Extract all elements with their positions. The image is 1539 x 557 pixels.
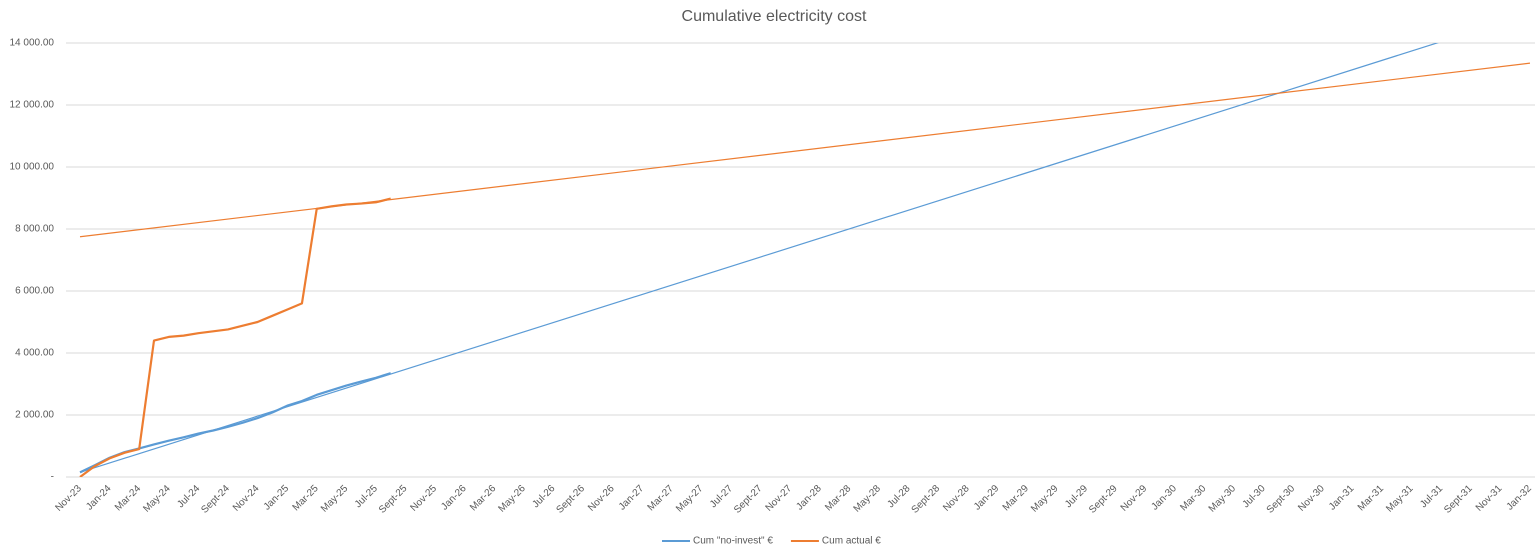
x-tick-label: Jul-26: [530, 483, 557, 510]
x-tick-label: Jul-25: [353, 483, 380, 510]
y-tick-label: 4 000.00: [15, 348, 54, 359]
y-tick-label: 10 000.00: [10, 162, 55, 173]
x-tick-label: Nov-31: [1474, 483, 1505, 514]
chart-title: Cumulative electricity cost: [682, 8, 868, 25]
x-tick-label: Jan-32: [1505, 483, 1535, 513]
x-tick-label: Sept-28: [910, 483, 943, 516]
x-tick-label: Nov-30: [1296, 483, 1327, 514]
x-tick-label: May-25: [319, 483, 351, 515]
x-tick-label: Nov-24: [231, 483, 262, 514]
x-tick-label: May-29: [1029, 483, 1061, 515]
x-tick-label: May-30: [1207, 483, 1239, 515]
x-tick-label: May-28: [852, 483, 884, 515]
x-tick-label: Jul-31: [1418, 483, 1445, 510]
x-tick-label: Sept-29: [1087, 483, 1120, 516]
x-tick-label: Jan-27: [617, 483, 647, 513]
x-tick-label: Sept-24: [199, 483, 232, 516]
x-tick-label: Jul-24: [175, 483, 202, 510]
x-tick-label: Mar-25: [291, 483, 321, 513]
x-tick-label: Sept-26: [555, 483, 588, 516]
y-tick-label: 14 000.00: [10, 38, 55, 49]
x-tick-label: Jan-24: [84, 483, 114, 513]
x-tick-label: Mar-31: [1356, 483, 1386, 513]
x-tick-label: Nov-27: [764, 483, 795, 514]
series-line: [79, 197, 391, 477]
x-tick-label: Mar-24: [113, 483, 143, 513]
y-tick-label: 6 000.00: [15, 286, 54, 297]
x-tick-label: Mar-27: [646, 483, 676, 513]
x-tick-label: Sept-31: [1442, 483, 1475, 516]
x-tick-label: Jul-29: [1063, 483, 1090, 510]
x-tick-label: Jan-28: [794, 483, 824, 513]
x-tick-label: May-31: [1384, 483, 1416, 515]
x-tick-label: Jan-31: [1327, 483, 1357, 513]
x-tick-label: Jan-30: [1149, 483, 1179, 513]
x-tick-label: Mar-26: [468, 483, 498, 513]
x-tick-label: May-27: [674, 483, 706, 515]
x-tick-label: May-26: [496, 483, 528, 515]
x-tick-label: Mar-28: [823, 483, 853, 513]
y-tick-label: 12 000.00: [10, 100, 55, 111]
trendline: [79, 62, 1531, 238]
x-tick-label: Sept-25: [377, 483, 410, 516]
y-tick-label: 2 000.00: [15, 410, 54, 421]
x-tick-label: Jul-30: [1241, 483, 1268, 510]
x-tick-label: Sept-27: [732, 483, 765, 516]
x-tick-label: Jan-29: [972, 483, 1002, 513]
x-tick-label: Nov-25: [409, 483, 440, 514]
y-tick-label: 8 000.00: [15, 224, 54, 235]
legend-label: Cum "no-invest" €: [693, 536, 773, 547]
x-tick-label: Jul-28: [886, 483, 913, 510]
legend-label: Cum actual €: [822, 536, 881, 547]
x-tick-label: May-24: [141, 483, 173, 515]
x-tick-label: Jul-27: [708, 483, 735, 510]
trendline: [79, 43, 1439, 473]
x-tick-label: Nov-29: [1119, 483, 1150, 514]
x-tick-label: Jan-26: [439, 483, 469, 513]
y-tick-label: -: [51, 472, 54, 483]
x-tick-label: Nov-23: [53, 483, 84, 514]
plot-area: [79, 43, 1531, 477]
x-tick-label: Jan-25: [262, 483, 292, 513]
x-tick-label: Sept-30: [1265, 483, 1298, 516]
x-tick-label: Nov-26: [586, 483, 617, 514]
x-tick-label: Mar-29: [1001, 483, 1031, 513]
x-tick-label: Nov-28: [941, 483, 972, 514]
x-tick-label: Mar-30: [1178, 483, 1208, 513]
